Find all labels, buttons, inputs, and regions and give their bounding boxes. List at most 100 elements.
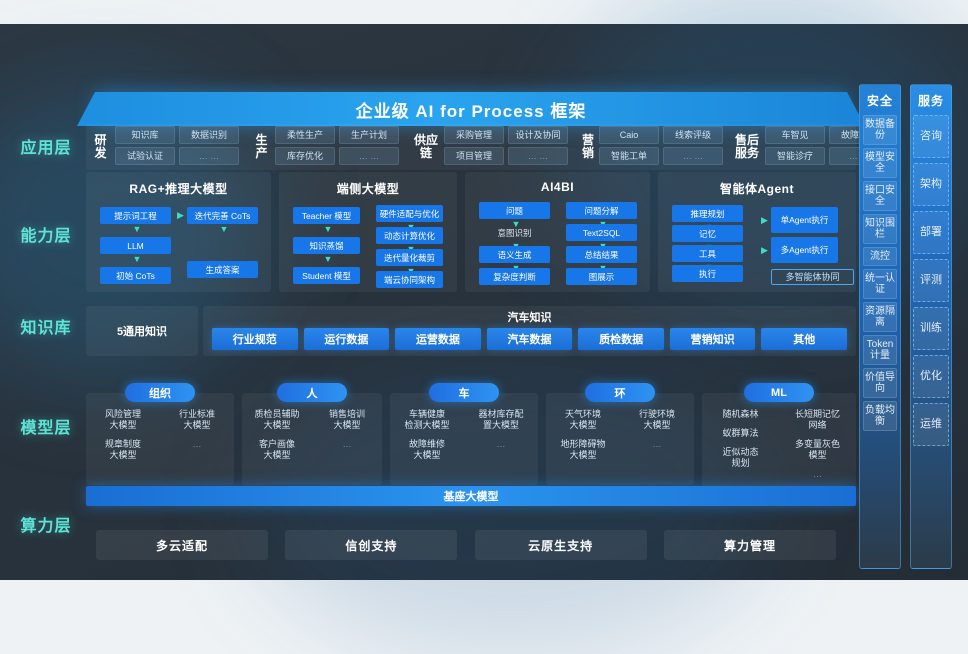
security-rail-item[interactable]: Token计量: [863, 335, 897, 365]
security-rail-item[interactable]: 资源隔离: [863, 302, 897, 332]
service-rail-item[interactable]: 架构: [913, 163, 949, 206]
capability-node[interactable]: 语义生成: [479, 246, 550, 263]
model-group-2[interactable]: 车车辆健康 检测大模型 故障维修 大模型 器材库存配 置大模型…: [390, 383, 538, 485]
capability-node[interactable]: 生成答案: [187, 261, 258, 278]
model-item[interactable]: 长短期记忆 网络: [794, 409, 840, 430]
capability-node[interactable]: 迭代量化裁剪: [376, 249, 443, 266]
model-item[interactable]: …: [813, 469, 822, 479]
app-group-0[interactable]: 研发 知识库 试验认证 数据识别 … …: [86, 126, 248, 167]
model-item[interactable]: 质检员辅助 大模型: [254, 409, 300, 430]
capability-node[interactable]: Text2SQL: [566, 224, 637, 241]
model-item[interactable]: 故障维修 大模型: [408, 439, 445, 460]
app-group-3[interactable]: 营销 Caio 智能工单 线索评级 … …: [577, 126, 729, 167]
security-rail-item[interactable]: 知识围栏: [863, 214, 897, 244]
model-item[interactable]: 风险管理 大模型: [104, 409, 141, 430]
knowledge-pill[interactable]: 汽车数据: [486, 328, 573, 350]
service-rail-item[interactable]: 部署: [913, 211, 949, 254]
app-group-1[interactable]: 生产 柔性生产 库存优化 生产计划 … …: [248, 126, 408, 167]
security-rail-item[interactable]: 价值导向: [863, 368, 897, 398]
model-item[interactable]: …: [496, 439, 506, 449]
capability-node[interactable]: 问题: [479, 202, 550, 219]
model-item[interactable]: 随机森林: [722, 409, 759, 419]
compute-item[interactable]: 信创支持: [285, 530, 458, 560]
model-item[interactable]: 行驶环境 大模型: [638, 409, 675, 430]
capability-node[interactable]: 问题分解: [566, 202, 637, 219]
service-rail-item[interactable]: 咨询: [913, 115, 949, 158]
model-item[interactable]: 规章制度 大模型: [104, 439, 141, 460]
app-chip[interactable]: 柔性生产: [275, 126, 335, 144]
compute-item[interactable]: 算力管理: [663, 530, 836, 560]
service-rail-item[interactable]: 运维: [913, 403, 949, 446]
knowledge-pill[interactable]: 其他: [761, 328, 848, 350]
capability-node[interactable]: 推理规划: [672, 205, 743, 222]
app-chip[interactable]: 知识库: [115, 126, 175, 144]
model-item[interactable]: 器材库存配 置大模型: [478, 409, 524, 430]
app-chip[interactable]: 线索评级: [663, 126, 724, 144]
model-item[interactable]: 近似动态 规划: [722, 447, 759, 468]
security-rail-item[interactable]: 负载均衡: [863, 401, 897, 431]
model-group-0[interactable]: 组织 风险管理 大模型 规章制度 大模型 行业标准 大模型…: [86, 383, 234, 485]
security-rail-item[interactable]: 模型安全: [863, 148, 897, 178]
model-item[interactable]: 天气环境 大模型: [564, 409, 601, 430]
capability-node[interactable]: 初始 CoTs: [100, 267, 171, 284]
model-item[interactable]: 销售培训 大模型: [328, 409, 365, 430]
knowledge-pill[interactable]: 质检数据: [578, 328, 664, 350]
capability-node[interactable]: 复杂度判断: [479, 268, 550, 285]
app-chip[interactable]: 生产计划: [339, 126, 399, 144]
service-rail-item[interactable]: 优化: [913, 355, 949, 398]
model-group-1[interactable]: 人质检员辅助 大模型 客户画像 大模型 销售培训 大模型…: [242, 383, 382, 485]
app-chip[interactable]: … …: [339, 147, 399, 165]
compute-item[interactable]: 云原生支持: [474, 530, 647, 560]
capability-node[interactable]: 端云协同架构: [376, 271, 443, 288]
service-rail-item[interactable]: 评测: [913, 259, 949, 302]
compute-item[interactable]: 多云适配: [96, 530, 268, 560]
app-chip[interactable]: … …: [663, 147, 724, 165]
model-item[interactable]: 车辆健康 检测大模型: [404, 409, 450, 430]
capability-card-3[interactable]: 智能体Agent推理规划▼记忆▼工具▼执行单Agent执行▶多Agent执行▶多…: [658, 172, 856, 292]
security-rail-item[interactable]: 数据备份: [863, 115, 897, 145]
knowledge-pill[interactable]: 营销知识: [669, 328, 756, 350]
app-chip[interactable]: … …: [508, 147, 568, 165]
capability-node[interactable]: 记忆: [672, 225, 743, 242]
app-chip[interactable]: 试验认证: [115, 147, 175, 165]
capability-node[interactable]: LLM: [100, 237, 171, 254]
capability-node[interactable]: 意图识别: [497, 227, 532, 238]
capability-node[interactable]: 动态计算优化: [376, 227, 443, 244]
app-chip[interactable]: 数据识别: [179, 126, 239, 144]
model-item[interactable]: …: [192, 439, 202, 449]
capability-node[interactable]: Teacher 模型: [293, 207, 360, 224]
capability-card-0[interactable]: RAG+推理大模型 提示词工程 ▼ LLM ▼ 初始 CoTs 迭代完善 CoTs ▼ 生成答案…: [86, 172, 271, 292]
security-rail-item[interactable]: 流控: [863, 247, 897, 266]
capability-card-2[interactable]: AI4BI问题▼意图识别▼语义生成▼复杂度判断问题分解▼Text2SQL▼总结结…: [465, 172, 650, 292]
model-item[interactable]: …: [342, 439, 352, 449]
security-rail-item[interactable]: 接口安全: [863, 181, 897, 211]
capability-node[interactable]: 工具: [672, 245, 743, 262]
model-item[interactable]: 客户画像 大模型: [258, 439, 295, 460]
model-item[interactable]: 多变量灰色 模型: [794, 439, 840, 460]
model-group-4[interactable]: ML 随机森林 蚁群算法 近似动态 规划 长短期记忆 网络 多变量灰色 模型…: [702, 383, 856, 503]
app-chip[interactable]: 设计及协同: [508, 126, 568, 144]
model-item[interactable]: 地形障碍物 大模型: [560, 439, 606, 460]
capability-node[interactable]: 知识蒸馏: [293, 237, 360, 254]
model-item[interactable]: …: [652, 439, 662, 449]
capability-node[interactable]: 多Agent执行: [771, 237, 838, 263]
app-chip[interactable]: 智能诊疗: [765, 147, 825, 165]
app-chip[interactable]: … …: [179, 147, 239, 165]
app-chip[interactable]: 智能工单: [599, 147, 660, 165]
capability-node[interactable]: 执行: [672, 265, 743, 282]
model-group-3[interactable]: 环天气环境 大模型 地形障碍物 大模型 行驶环境 大模型…: [546, 383, 694, 485]
model-item[interactable]: 蚁群算法: [722, 428, 759, 438]
capability-node[interactable]: 迭代完善 CoTs: [187, 207, 258, 224]
capability-node[interactable]: 硬件适配与优化: [376, 205, 443, 222]
knowledge-pill[interactable]: 运行数据: [303, 328, 390, 350]
app-chip[interactable]: 采购管理: [444, 126, 504, 144]
knowledge-pill[interactable]: 行业规范: [212, 328, 298, 350]
capability-node[interactable]: 单Agent执行: [771, 207, 838, 233]
app-chip[interactable]: 车智见: [765, 126, 825, 144]
app-chip[interactable]: 库存优化: [275, 147, 335, 165]
app-chip[interactable]: Caio: [599, 126, 660, 144]
service-rail-item[interactable]: 训练: [913, 307, 949, 350]
app-chip[interactable]: 项目管理: [444, 147, 504, 165]
app-group-2[interactable]: 供应链 采购管理 项目管理 设计及协同 … …: [408, 126, 577, 167]
